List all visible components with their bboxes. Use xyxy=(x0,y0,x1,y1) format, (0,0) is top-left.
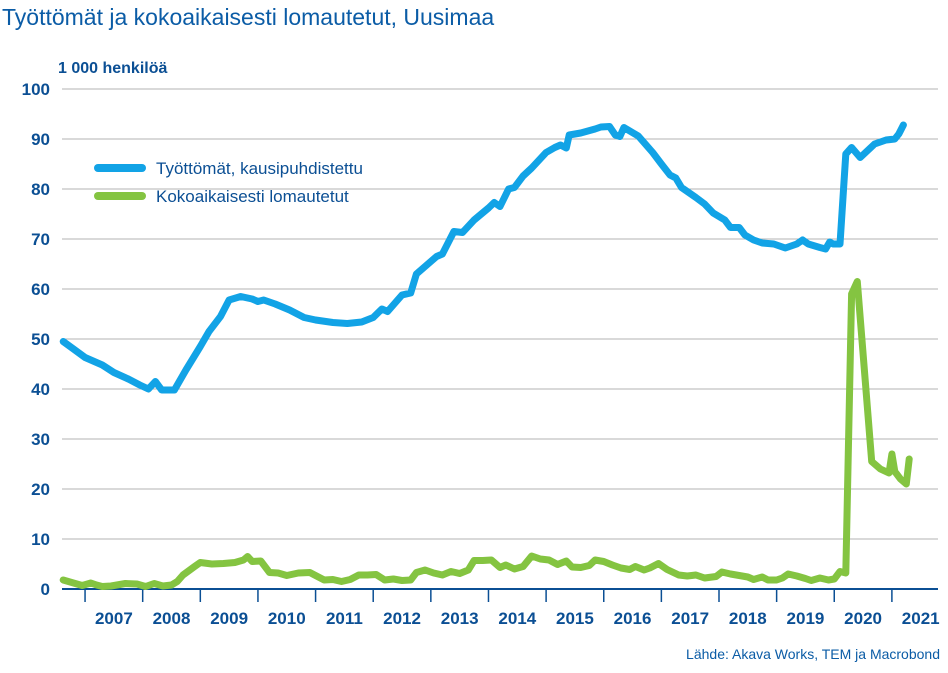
x-axis: 2007 2008 2009 2010 2011 2012 2013 2014 2015 2016… xyxy=(62,588,940,628)
legend-label: Kokoaikaisesti lomautetut xyxy=(156,187,349,206)
y-tick-label: 50 xyxy=(31,330,50,349)
y-tick-label: 80 xyxy=(31,180,50,199)
x-tick-label: 2007 xyxy=(95,609,133,628)
y-tick-label: 0 xyxy=(41,580,50,599)
chart-title: Työttömät ja kokoaikaisesti lomautetut, … xyxy=(2,4,495,30)
y-tick-label: 90 xyxy=(31,130,50,149)
x-tick-label: 2008 xyxy=(153,609,191,628)
x-tick-label: 2012 xyxy=(383,609,421,628)
source-note: Lähde: Akava Works, TEM ja Macrobond xyxy=(686,646,940,662)
x-tick-label: 2019 xyxy=(787,609,825,628)
x-tick-label: 2016 xyxy=(614,609,652,628)
y-axis-unit-label: 1 000 henkilöä xyxy=(58,60,168,77)
x-tick-label: 2014 xyxy=(498,609,536,628)
legend: Työttömät, kausipuhdistettu Kokoaikaisest… xyxy=(94,159,363,206)
y-tick-label: 10 xyxy=(31,530,50,549)
y-tick-label: 20 xyxy=(31,480,50,499)
y-tick-label: 70 xyxy=(31,230,50,249)
data-series xyxy=(59,121,913,590)
gridlines xyxy=(62,88,938,540)
x-tick-label: 2013 xyxy=(441,609,479,628)
y-tick-label: 100 xyxy=(22,80,50,99)
x-tick-label: 2021 xyxy=(902,609,940,628)
x-tick-label: 2011 xyxy=(326,609,363,628)
legend-label: Työttömät, kausipuhdistettu xyxy=(156,159,363,178)
y-axis-ticks: 0 10 20 30 40 50 60 70 80 90 100 xyxy=(22,80,50,599)
series-line-1 xyxy=(59,121,907,394)
x-tick-label: 2020 xyxy=(844,609,882,628)
x-tick-label: 2017 xyxy=(671,609,709,628)
y-tick-label: 30 xyxy=(31,430,50,449)
x-tick-label: 2009 xyxy=(210,609,248,628)
x-tick-label: 2018 xyxy=(729,609,767,628)
series-line-2 xyxy=(59,278,913,590)
x-tick-label: 2010 xyxy=(268,609,306,628)
y-tick-label: 40 xyxy=(31,380,50,399)
x-tick-label: 2015 xyxy=(556,609,594,628)
y-tick-label: 60 xyxy=(31,280,50,299)
